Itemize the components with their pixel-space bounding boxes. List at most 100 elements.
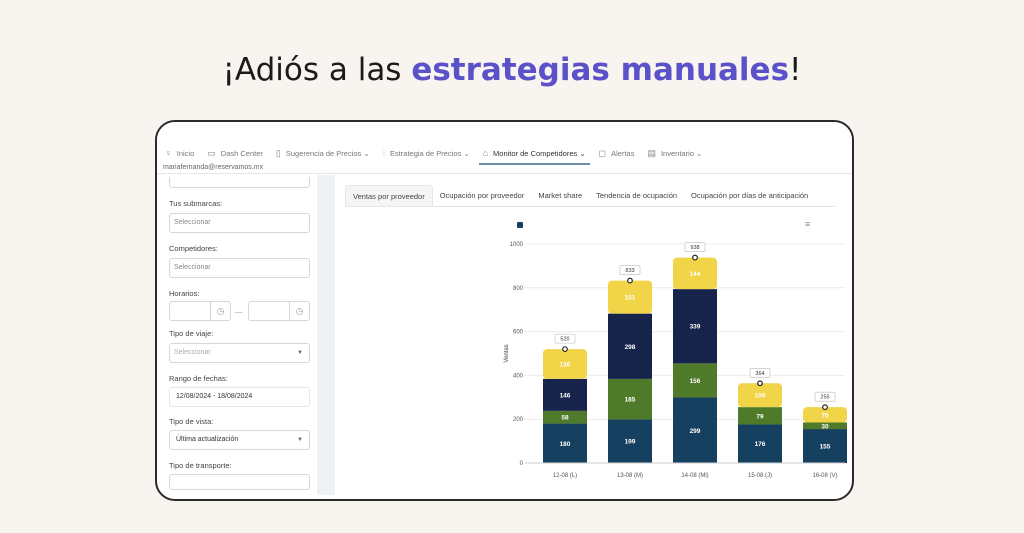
data-label: 30	[821, 423, 829, 430]
total-marker	[757, 380, 763, 387]
horarios-label: Horarios:	[169, 289, 200, 298]
data-label: 199	[625, 439, 636, 446]
tipo-vista-select[interactable]: Última actualización ▼	[169, 430, 310, 450]
nav-item-label: Alertas	[611, 149, 635, 158]
total-label-box	[554, 333, 576, 344]
rango-fechas-input[interactable]: 12/08/2024 - 18/08/2024	[169, 387, 310, 407]
clipboard-icon: ▤	[647, 148, 656, 158]
data-label: 58	[561, 415, 569, 422]
data-label: 136	[560, 362, 571, 369]
data-label: 185	[625, 397, 636, 404]
hora-fin-input[interactable]: ◷	[248, 301, 310, 321]
clock-icon[interactable]: ◷	[289, 302, 309, 320]
nav-item[interactable]: ▯ Sugerencia de Precios ⌄	[275, 148, 370, 159]
bar-segment	[543, 349, 587, 379]
y-axis-label: Ventas	[504, 344, 510, 362]
tab[interactable]: Ocupación por proveedor	[439, 191, 525, 200]
data-label: 144	[690, 271, 701, 278]
nav-item-label: Dash Center	[220, 149, 263, 158]
x-tick-label: 12-08 (L)	[553, 473, 577, 479]
tab[interactable]: Tendencia de ocupación	[596, 191, 678, 200]
transporte-label: Tipo de transporte:	[169, 461, 232, 470]
tab[interactable]: Market share	[538, 191, 583, 200]
chart-panel: Ventas por proveedor Ocupación por provee…	[335, 175, 852, 495]
stacked-bar-chart: ≡ 0 200 400 600 800 1000 Ventas 180 58 146 136 520 12…	[504, 219, 847, 479]
tab[interactable]: Ocupación por días de anticipación	[691, 191, 809, 200]
bar-segment	[608, 280, 652, 314]
total-marker	[822, 404, 828, 411]
data-label: 79	[756, 413, 764, 420]
bottle-icon: ▯	[275, 148, 281, 158]
x-tick-label: 13-08 (M)	[617, 473, 643, 479]
data-label: 156	[690, 378, 701, 385]
y-tick-label: 600	[513, 330, 524, 336]
hora-inicio-input[interactable]: ◷	[169, 301, 231, 321]
nav-item[interactable]: ◻ Alertas	[598, 148, 635, 159]
x-tick-label: 15-08 (J)	[748, 473, 772, 479]
headline: ¡Adiós a las estrategias manuales!	[222, 52, 802, 88]
data-label: 298	[625, 344, 636, 351]
lightbulb-icon: ♀	[165, 148, 172, 158]
total-label: 833	[625, 268, 634, 274]
nav-item[interactable]: ⫶ Estrategia de Precios ⌄	[383, 149, 470, 159]
rango-label: Rango de fechas:	[169, 374, 228, 383]
y-tick-label: 400	[513, 373, 524, 379]
sidebar-divider	[317, 175, 335, 495]
data-label: 299	[690, 428, 701, 435]
submarcas-select[interactable]: Seleccionar	[169, 213, 310, 233]
bar-segment	[803, 429, 847, 463]
bar-segment	[673, 363, 717, 398]
horarios-separator: —	[235, 307, 243, 316]
bar-segment	[543, 378, 587, 411]
nav-item[interactable]: ♀ Inicio	[165, 148, 195, 159]
bar-segment	[738, 407, 782, 425]
tab[interactable]: Ventas por proveedor	[345, 185, 433, 206]
data-label: 176	[755, 441, 766, 448]
y-tick-label: 800	[513, 286, 524, 292]
bar-segment	[608, 378, 652, 420]
total-label-box	[814, 391, 836, 402]
data-label: 339	[690, 324, 701, 331]
data-label: 146	[560, 392, 571, 399]
bar-segment	[673, 397, 717, 463]
nav-item-label: Sugerencia de Precios ⌄	[285, 149, 370, 158]
bar-segment	[543, 423, 587, 463]
x-tick-label: 14-08 (Mi)	[681, 473, 708, 479]
competidores-select[interactable]: Seleccionar	[169, 258, 310, 278]
tipo-transporte-select[interactable]	[169, 474, 310, 490]
data-label: 70	[821, 412, 829, 419]
nav-item[interactable]: ⌂ Monitor de Competidores ⌄	[478, 148, 590, 165]
bar-segment	[608, 313, 652, 379]
filters-sidebar: Tus submarcas: Seleccionar Competidores:…	[157, 175, 317, 495]
y-tick-label: 1000	[510, 242, 524, 248]
total-marker	[562, 346, 568, 353]
chart-tabs: Ventas por proveedor Ocupación por provee…	[345, 185, 835, 207]
data-label: 151	[625, 295, 636, 302]
satellite-icon: ⌂	[482, 148, 489, 158]
tipo-viaje-select[interactable]: Seleccionar ▼	[169, 343, 310, 363]
nav-item[interactable]: ▭ Dash Center	[207, 148, 263, 159]
y-tick-label: 200	[513, 417, 524, 423]
bar-segment	[738, 424, 782, 463]
chevron-down-icon: ▼	[297, 437, 303, 443]
nav-item[interactable]: ▤ Inventario ⌄	[647, 148, 702, 159]
nav-item-label: Inicio	[176, 149, 195, 158]
bar-segment	[543, 410, 587, 424]
bell-icon: ◻	[598, 148, 607, 158]
total-marker	[692, 254, 698, 261]
x-tick-label: 16-08 (V)	[812, 473, 837, 479]
menu-icon[interactable]: ≡	[805, 219, 810, 229]
top-nav: ♀ Inicio ▭ Dash Center ▯ Sugerencia de Precio…	[157, 122, 852, 174]
chevron-down-icon: ▼	[297, 350, 303, 356]
total-label: 255	[820, 395, 829, 401]
total-label: 938	[690, 245, 699, 251]
total-label-box	[619, 265, 641, 275]
user-email: mariafernanda@reservamos.mx	[163, 164, 264, 171]
clock-icon[interactable]: ◷	[210, 302, 230, 320]
bar-segment	[673, 289, 717, 364]
tipo-viaje-label: Tipo de viaje:	[169, 329, 214, 338]
bar-segment	[803, 422, 847, 430]
vista-label: Tipo de vista:	[169, 417, 214, 426]
partial-input[interactable]	[169, 177, 310, 188]
monitor-icon: ▭	[207, 148, 216, 158]
